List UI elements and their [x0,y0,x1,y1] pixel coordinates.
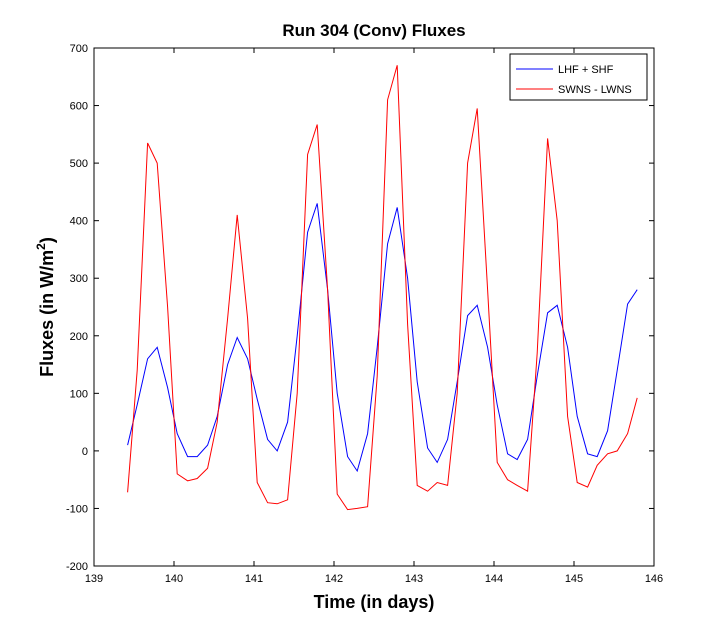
series-line-lhf-shf [127,203,638,473]
legend-label-lhf-shf: LHF + SHF [558,64,614,76]
x-tick-label: 146 [645,573,663,585]
y-axis-label-close: ) [37,237,57,243]
y-tick-label: 200 [70,331,88,343]
y-tick-label: 0 [82,446,88,458]
x-tick-label: 145 [565,573,583,585]
y-tick-label: 300 [70,273,88,285]
x-tick-label: 143 [405,573,423,585]
y-tick-label: 700 [70,43,88,55]
plot-frame [93,47,655,567]
y-axis-label-main: Fluxes (in W/m [37,250,57,377]
y-tick-label: 100 [70,388,88,400]
x-axis-label: Time (in days) [314,592,435,612]
chart-title: Run 304 (Conv) Fluxes [282,21,465,40]
y-tick-label: 500 [70,158,88,170]
series-layer [127,65,638,511]
legend: LHF + SHF SWNS - LWNS [509,53,648,101]
x-tick-label: 141 [245,573,263,585]
y-tick-label: -200 [66,561,88,573]
y-tick-label: -100 [66,503,88,515]
y-axis-label-superscript: 2 [34,243,48,250]
x-tick-label: 140 [165,573,183,585]
legend-box [509,53,648,101]
ticks-layer: 139 140 141 142 143 144 145 146 -200 -100 0 100 200 3… [66,43,663,585]
y-tick-label: 600 [70,101,88,113]
series-line-swns-lwns [127,65,638,511]
plot-area [94,48,654,566]
x-tick-label: 139 [85,573,103,585]
y-tick-label: 400 [70,216,88,228]
x-tick-label: 142 [325,573,343,585]
legend-label-swns-lwns: SWNS - LWNS [558,84,632,96]
y-axis-label: Fluxes (in W/m2) [34,237,57,377]
x-tick-label: 144 [485,573,503,585]
